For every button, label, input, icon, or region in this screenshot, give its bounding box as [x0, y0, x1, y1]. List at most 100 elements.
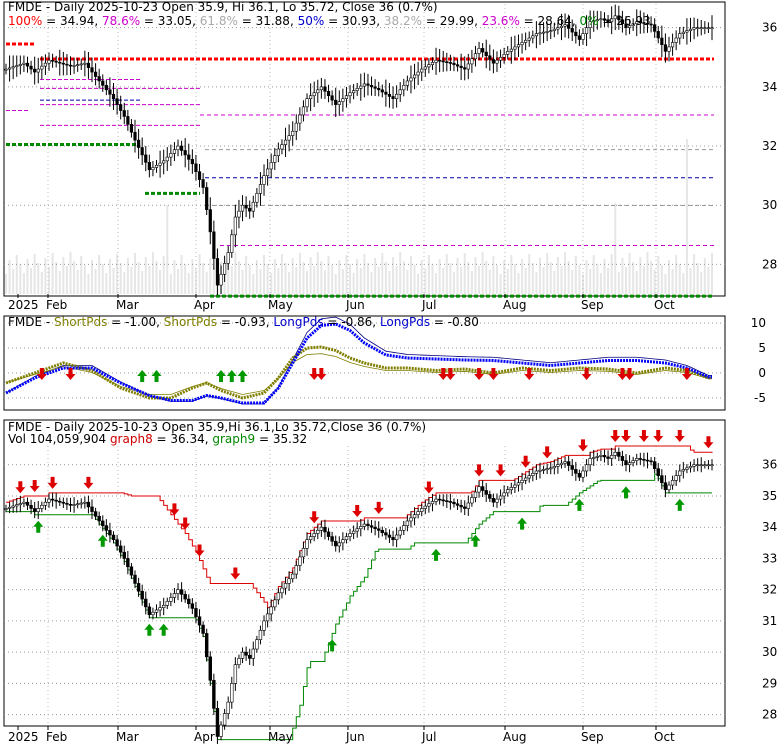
signal-sell-arrow: [194, 544, 205, 557]
volume-bar: [266, 264, 269, 294]
signal-buy-arrow: [431, 548, 442, 561]
volume-bar: [524, 268, 527, 294]
volume-bar: [510, 255, 513, 294]
candle-body: [201, 179, 205, 188]
signal-sell-arrow: [169, 503, 180, 516]
signal-sell-arrow: [474, 464, 485, 477]
candle-body: [556, 27, 560, 30]
signal-candle-body: [409, 517, 413, 522]
volume-bar: [599, 273, 602, 294]
volume-bar: [162, 256, 165, 294]
volume-bar: [431, 264, 434, 294]
signal-candle-body: [75, 503, 80, 506]
signal-candle-body: [4, 508, 8, 510]
candle-body: [29, 65, 33, 70]
signal-candle-body: [516, 482, 521, 486]
candle-body: [208, 209, 212, 233]
signal-candle-body: [495, 498, 499, 503]
volume-bar: [151, 252, 154, 294]
signal-candle-body: [667, 484, 671, 491]
candle-body: [330, 95, 334, 101]
fib-legend-part: 23.6%: [482, 14, 520, 28]
volume-bar: [180, 255, 183, 294]
volume-bar: [388, 271, 391, 294]
signal-candle-body: [599, 455, 603, 457]
candle-body: [373, 86, 377, 89]
signal-candle-body: [430, 501, 435, 505]
buy-arrow: [137, 370, 148, 382]
volume-bar: [653, 270, 656, 294]
signal-arrows: [15, 430, 714, 652]
signal-candle-body: [513, 484, 517, 488]
candle-body: [627, 25, 632, 28]
signal-candle-body: [337, 542, 341, 547]
volume-bar: [435, 273, 438, 294]
candle-body: [4, 68, 8, 71]
volume-bar: [406, 270, 409, 294]
signal-candle-body: [334, 540, 338, 547]
volume-bar: [169, 274, 172, 294]
signal-candle-body: [613, 451, 617, 456]
candle-body: [165, 156, 169, 162]
candle-body: [395, 93, 399, 99]
signal-candle-body: [606, 456, 610, 459]
price-y-tick: 36: [762, 21, 777, 35]
candle-body: [380, 89, 384, 93]
signal-candle-body: [126, 558, 130, 568]
volume-bar: [144, 257, 147, 294]
candle-body: [273, 155, 277, 163]
signal-candle-body: [269, 606, 273, 615]
signal-candle-body: [498, 495, 503, 500]
signal-candle-body: [151, 612, 155, 615]
candle-body: [108, 89, 112, 95]
sell-arrow: [438, 368, 449, 380]
signal-candle-body: [287, 578, 291, 584]
signal-candle-body: [18, 503, 23, 506]
volume-bar: [442, 268, 445, 294]
signal-sell-arrow: [653, 430, 664, 442]
candle-body: [72, 65, 76, 67]
volume-bar: [205, 272, 208, 294]
signal-sell-arrow: [495, 464, 506, 477]
signal-candle-body: [692, 464, 696, 467]
candle-body: [685, 30, 689, 33]
volume-bar: [69, 252, 72, 294]
signal-candle-body: [627, 462, 632, 466]
signal-x-tick: Jun: [345, 730, 365, 744]
candle-body: [398, 89, 402, 95]
candle-body: [423, 66, 427, 70]
candle-body: [291, 130, 295, 136]
signal-buy-arrow: [470, 534, 481, 547]
signal-candle-body: [595, 456, 600, 458]
price-x-tick: Jul: [421, 298, 436, 312]
candle-body: [187, 154, 191, 160]
signal-candle-body: [133, 574, 137, 584]
signal-candle-body: [291, 573, 295, 580]
candle-body: [280, 144, 284, 150]
volume-bar: [255, 260, 258, 294]
signal-candle-body: [373, 526, 377, 530]
volume-bar: [478, 266, 481, 294]
signal-candle-body: [455, 503, 460, 506]
candle-body: [122, 110, 126, 117]
volume-bar: [87, 274, 90, 294]
fib-legend-part: = 33.05,: [140, 14, 200, 28]
volume-bar: [585, 260, 588, 294]
candle-body: [312, 92, 316, 97]
signal-sell-arrow: [577, 439, 588, 452]
candle-body: [111, 93, 116, 99]
volume-bar: [341, 269, 344, 294]
signal-candle-body: [308, 536, 313, 541]
candle-body: [244, 204, 248, 209]
candle-body: [11, 66, 15, 69]
volume-bar: [270, 273, 273, 294]
volume-bar: [610, 254, 613, 294]
candle-body: [635, 21, 639, 25]
volume-bar: [295, 267, 298, 294]
signal-candle-body: [463, 506, 467, 509]
signal-buy-arrow: [517, 517, 528, 530]
volume-bar: [564, 252, 567, 294]
volume-bar: [366, 263, 369, 294]
signal-candle-body: [344, 536, 349, 541]
signal-buy-arrow: [674, 498, 685, 511]
